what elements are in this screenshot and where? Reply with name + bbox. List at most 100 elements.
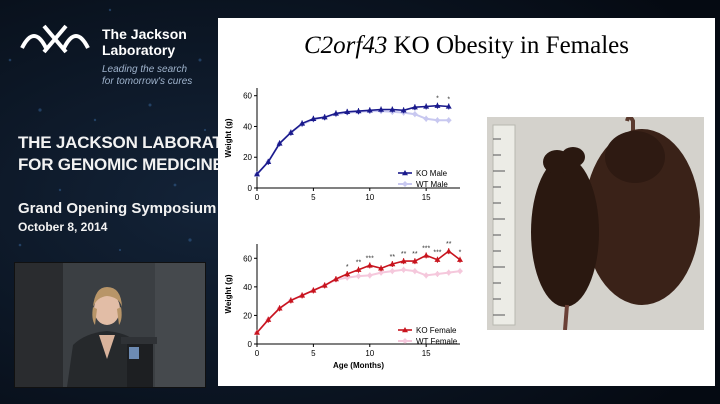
data-point (457, 256, 463, 262)
significance-label: * (459, 250, 462, 257)
data-point (299, 292, 306, 298)
legend-marker (402, 170, 408, 176)
data-point (321, 282, 328, 288)
data-point (265, 158, 272, 165)
significance-label: ** (446, 241, 452, 248)
data-point (411, 258, 418, 264)
jax-logo-mark-icon (20, 24, 90, 54)
significance-label: *** (433, 250, 441, 257)
data-point (378, 106, 385, 112)
data-point (434, 256, 441, 262)
significance-label: *** (366, 255, 374, 262)
y-tick-label: 40 (243, 122, 252, 131)
legend-marker (402, 181, 408, 187)
data-point (310, 115, 317, 121)
significance-label: ** (390, 254, 396, 261)
data-point (287, 129, 294, 135)
x-tick-label: 0 (255, 193, 260, 202)
data-point (254, 171, 260, 177)
x-tick-label: 15 (422, 349, 431, 358)
slide-title: C2orf43 KO Obesity in Females (218, 32, 715, 60)
data-point (434, 271, 441, 277)
legend-marker (402, 338, 408, 344)
data-point (400, 107, 407, 113)
x-tick-label: 10 (365, 193, 374, 202)
x-tick-label: 10 (365, 349, 374, 358)
x-tick-label: 5 (311, 193, 316, 202)
org-name-line1: The Jackson (102, 26, 187, 42)
significance-label: * (346, 264, 349, 271)
data-point (423, 252, 430, 258)
data-point (411, 268, 418, 275)
data-point (344, 108, 351, 115)
significance-label: * (447, 96, 450, 103)
significance-label: *** (422, 245, 430, 252)
data-point (389, 261, 396, 267)
data-point (299, 120, 306, 126)
data-point (355, 108, 362, 114)
data-point (389, 268, 396, 275)
data-point (344, 271, 351, 277)
data-point (366, 262, 373, 268)
data-point (434, 117, 441, 124)
data-point (276, 305, 283, 311)
legend-label: WT Female (416, 337, 458, 346)
y-tick-label: 20 (243, 311, 252, 320)
data-point (355, 266, 362, 272)
data-point (423, 272, 430, 279)
data-point (355, 273, 362, 280)
data-point (287, 297, 294, 303)
x-tick-label: 15 (422, 193, 431, 202)
significance-label: ** (412, 251, 418, 258)
data-point (457, 268, 463, 275)
mice-photo-illustration (487, 117, 704, 330)
data-point (276, 140, 283, 146)
legend-label: KO Male (416, 169, 448, 178)
y-tick-label: 20 (243, 153, 252, 162)
data-point (254, 329, 260, 335)
speaker-video (14, 262, 206, 388)
y-tick-label: 0 (248, 340, 253, 349)
data-point (366, 272, 373, 279)
symposium-date: October 8, 2014 (18, 220, 108, 234)
y-tick-label: 40 (243, 283, 252, 292)
tagline-line2: for tomorrow's cures (102, 76, 193, 87)
data-point (265, 316, 272, 322)
series-line (256, 110, 449, 175)
data-point (423, 115, 430, 122)
data-point (389, 106, 396, 112)
y-axis-label: Weight (g) (224, 118, 233, 157)
data-point (445, 248, 452, 254)
data-point (423, 103, 430, 109)
data-point (378, 265, 385, 271)
significance-label: ** (356, 260, 362, 267)
legend-label: KO Female (416, 326, 457, 335)
y-tick-label: 60 (243, 92, 252, 101)
significance-label: ** (401, 251, 407, 258)
jax-logo: The Jackson Laboratory Leading the searc… (18, 18, 208, 98)
male-weight-chart: 0 20 40 60 0 5 10 15 Weight (g) * * KO Male WT Male (224, 88, 460, 202)
x-axis-label: Age (Months) (333, 361, 384, 370)
legend-label: WT Male (416, 180, 448, 189)
y-axis-label: Weight (g) (224, 274, 233, 313)
data-point (445, 117, 452, 124)
legend-marker (402, 327, 408, 333)
data-point (445, 103, 452, 109)
event-title-line2: FOR GENOMIC MEDICINE (18, 155, 224, 174)
mice-photo (487, 117, 704, 330)
data-point (445, 269, 452, 276)
data-point (411, 104, 418, 110)
x-tick-label: 0 (255, 349, 260, 358)
slide-title-rest: KO Obesity in Females (387, 32, 629, 59)
data-point (332, 110, 339, 116)
data-point (321, 114, 328, 120)
slide-title-gene: C2orf43 (304, 32, 388, 59)
data-point (411, 111, 418, 118)
org-name-line2: Laboratory (102, 42, 176, 58)
event-title-line1: THE JACKSON LABORATORY (18, 133, 258, 152)
data-point (400, 266, 407, 273)
data-point (434, 102, 441, 108)
symposium-name: Grand Opening Symposium (18, 200, 217, 217)
x-tick-label: 5 (311, 349, 316, 358)
